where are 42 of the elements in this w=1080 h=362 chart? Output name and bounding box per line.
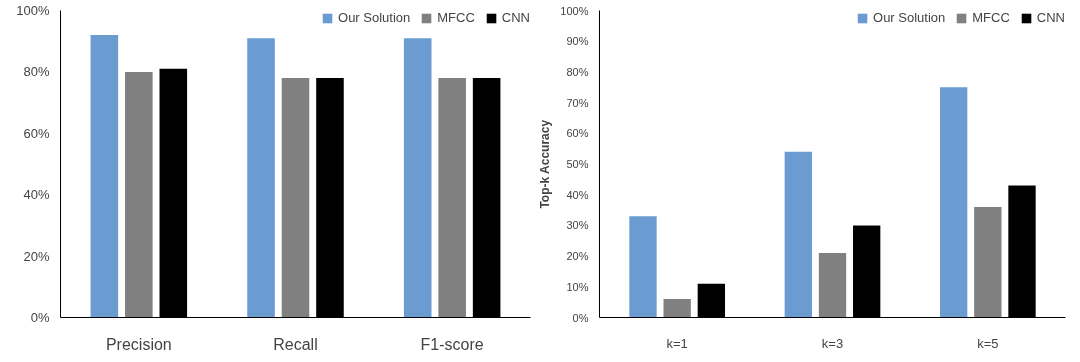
bar [663, 299, 691, 318]
x-tick-label: Precision [105, 335, 172, 353]
bar [438, 78, 466, 318]
y-tick-label: 0% [572, 311, 589, 324]
y-tick-label: 100% [16, 3, 50, 18]
y-tick-label: 100% [560, 4, 589, 17]
bar [818, 253, 847, 318]
bar [90, 35, 119, 318]
legend-label: MFCC [972, 10, 1010, 25]
x-tick-label: k=3 [821, 335, 844, 351]
y-tick-label: 0% [30, 310, 50, 325]
x-tick-label: F1-score [420, 335, 484, 353]
y-tick-label: 60% [23, 125, 50, 141]
bar [974, 206, 1002, 318]
y-tick-label: 60% [566, 127, 589, 140]
bar [784, 151, 812, 318]
y-tick-label: 40% [566, 188, 589, 201]
bar [629, 216, 657, 318]
y-tick-label: 70% [566, 96, 589, 109]
y-tick-label: 20% [23, 248, 50, 264]
y-tick-label: 50% [566, 158, 589, 170]
x-tick-label: k=1 [666, 335, 688, 351]
y-axis-title: Top-k Accuracy [538, 119, 553, 209]
legend-label: MFCC [437, 10, 475, 25]
y-tick-label: 40% [23, 187, 50, 203]
y-tick-label: 80% [566, 65, 589, 78]
bar [281, 78, 310, 318]
legend-label: Our Solution [338, 10, 411, 25]
bar [403, 38, 432, 318]
bar [247, 38, 275, 318]
x-tick-label: k=5 [977, 335, 999, 351]
bar [125, 71, 153, 318]
legend-label: Our Solution [873, 10, 946, 25]
y-tick-label: 20% [566, 250, 589, 263]
y-tick-label: 80% [23, 64, 50, 80]
y-tick-label: 10% [566, 280, 589, 293]
x-tick-label: Recall [273, 335, 318, 353]
legend-label: CNN [1036, 10, 1065, 25]
bar [939, 87, 968, 318]
legend-label: CNN [501, 10, 530, 25]
y-tick-label: 90% [566, 35, 589, 48]
y-tick-label: 30% [566, 219, 589, 232]
